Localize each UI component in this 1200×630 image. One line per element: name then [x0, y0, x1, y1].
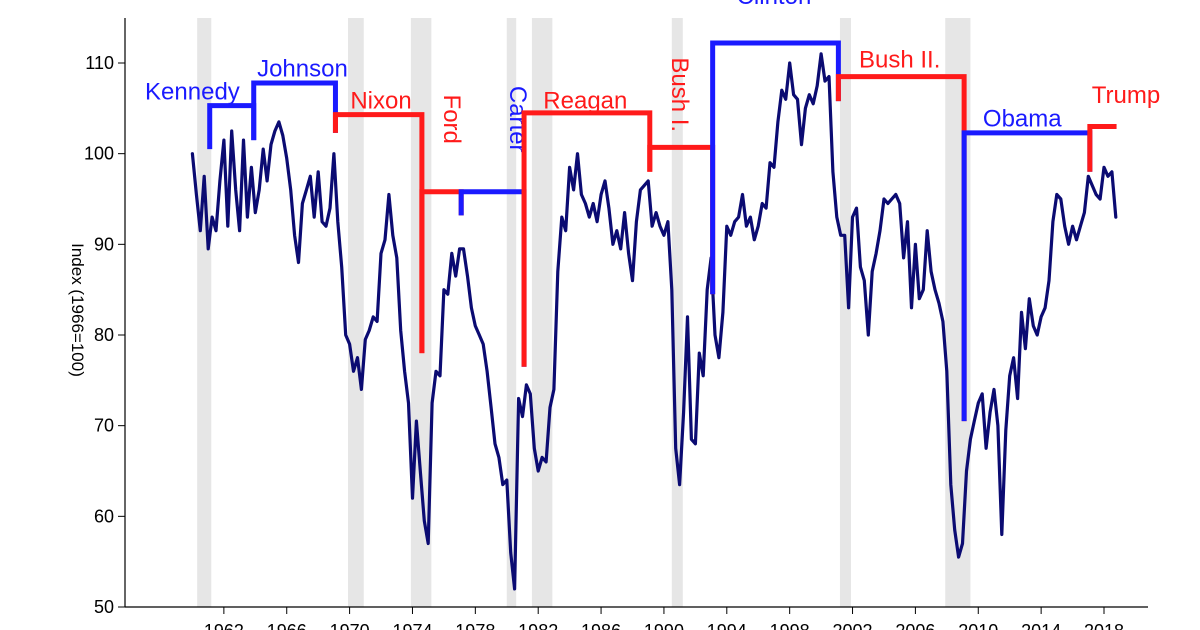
recession-band	[945, 18, 971, 607]
x-tick-label: 1966	[267, 621, 307, 630]
x-tick-label: 1962	[204, 621, 244, 630]
series-layer	[190, 52, 1118, 591]
president-label-reagan: Reagan	[543, 87, 627, 114]
x-tick-label: 2010	[958, 621, 998, 630]
y-tick-label: 100	[84, 144, 114, 164]
x-tick-label: 1998	[770, 621, 810, 630]
x-tick-label: 1978	[455, 621, 495, 630]
y-ticks: 50 60 70 80 90 100 110	[84, 53, 125, 617]
term-bracket-obama	[961, 130, 1093, 422]
president-label-carter: Carter	[504, 86, 531, 153]
x-ticks: 1962 1966 1970 1974 1978 1982 1986 1990 1994 1998…	[204, 607, 1124, 630]
y-tick-label: 60	[94, 506, 114, 526]
x-tick-label: 1986	[581, 621, 621, 630]
x-tick-label: 1974	[392, 621, 432, 630]
president-label-nixon: Nixon	[350, 87, 411, 114]
term-bracket-johnson	[251, 80, 338, 141]
recession-band	[506, 18, 517, 607]
x-tick-label: 2002	[833, 621, 873, 630]
president-label-bush-ii: Bush II.	[859, 47, 940, 74]
term-bracket-reagan	[521, 110, 653, 367]
y-tick-label: 110	[85, 53, 114, 73]
term-bracket-trump	[1087, 123, 1117, 172]
x-tick-label: 1982	[518, 621, 558, 630]
president-label-ford: Ford	[438, 95, 465, 144]
sentiment-series-line	[190, 52, 1118, 591]
president-label-bush-i: Bush I.	[666, 57, 693, 132]
term-bracket-clinton	[710, 40, 841, 295]
recession-band	[348, 18, 364, 607]
x-tick-label: 1990	[644, 621, 684, 630]
president-label-trump: Trump	[1092, 82, 1160, 109]
x-tick-label: 2006	[895, 621, 935, 630]
y-tick-label: 50	[94, 597, 114, 617]
y-tick-label: 90	[94, 234, 114, 254]
president-label-clinton: Clinton	[737, 0, 812, 10]
recession-band	[197, 18, 212, 607]
recession-band	[671, 18, 683, 607]
president-label-kennedy: Kennedy	[145, 78, 240, 105]
x-tick-label: 1970	[330, 621, 370, 630]
y-tick-label: 70	[94, 416, 114, 436]
y-axis-label: Index (1966=100)	[68, 243, 87, 377]
axes	[124, 18, 1148, 608]
recession-band	[839, 18, 851, 607]
x-tick-label: 2014	[1021, 621, 1061, 630]
x-tick-label: 2018	[1084, 621, 1124, 630]
president-label-obama: Obama	[983, 105, 1062, 132]
president-label-johnson: Johnson	[257, 56, 348, 83]
x-tick-label: 1994	[707, 621, 747, 630]
y-tick-label: 80	[94, 325, 114, 345]
